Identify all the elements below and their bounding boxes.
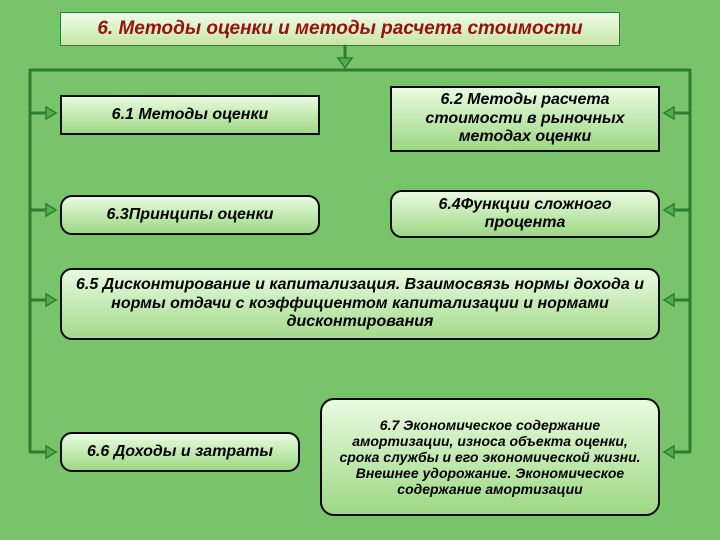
node-n64: 6.4Функции сложного процента	[390, 190, 660, 238]
node-label: 6.3Принципы оценки	[107, 206, 274, 224]
node-label: 6.5 Дисконтирование и капитализация. Вза…	[72, 276, 648, 331]
node-n61: 6.1 Методы оценки	[60, 95, 320, 135]
node-n66: 6.6 Доходы и затраты	[60, 432, 300, 472]
node-label: 6.6 Доходы и затраты	[87, 443, 273, 461]
diagram-title: 6. Методы оценки и методы расчета стоимо…	[60, 12, 620, 46]
node-label: 6.2 Методы расчета стоимости в рыночных …	[402, 91, 648, 146]
node-label: 6.1 Методы оценки	[112, 106, 269, 124]
diagram-title-text: 6. Методы оценки и методы расчета стоимо…	[97, 18, 582, 40]
node-n62: 6.2 Методы расчета стоимости в рыночных …	[390, 86, 660, 152]
node-n63: 6.3Принципы оценки	[60, 195, 320, 235]
node-n67: 6.7 Экономическое содержание амортизации…	[320, 398, 660, 516]
node-n65: 6.5 Дисконтирование и капитализация. Вза…	[60, 268, 660, 340]
node-label: 6.7 Экономическое содержание амортизации…	[332, 417, 648, 497]
node-label: 6.4Функции сложного процента	[402, 196, 648, 233]
